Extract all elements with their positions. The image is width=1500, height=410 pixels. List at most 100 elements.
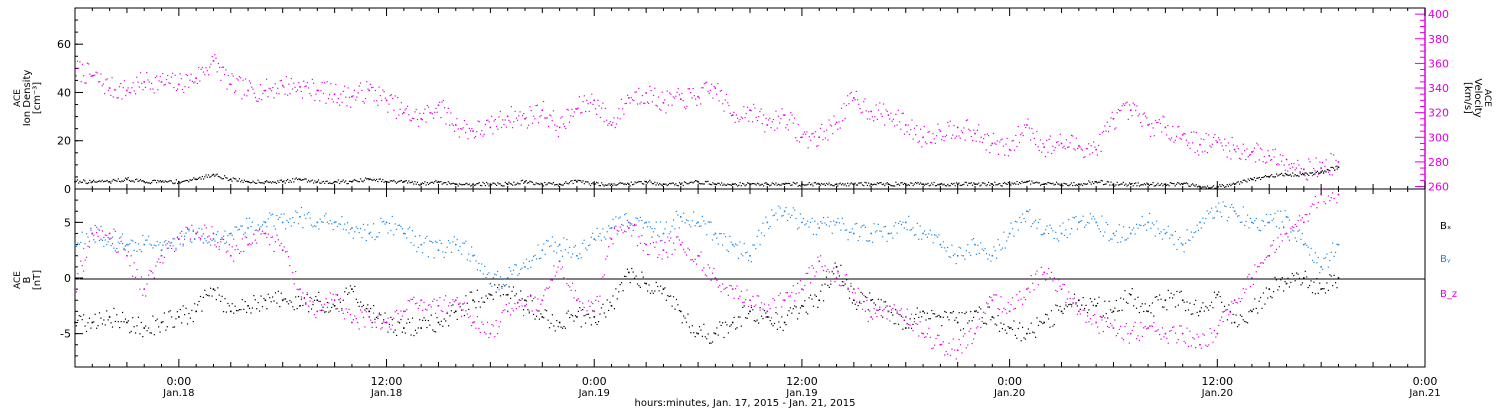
data-point [796,182,798,184]
data-point [506,310,509,313]
data-point [582,101,584,103]
data-point [286,250,288,253]
data-point [325,311,327,313]
axis-label-group: ACE Ion Density [cm⁻³] [13,70,43,127]
data-point [991,299,994,302]
data-point [609,301,611,303]
data-point [179,232,181,234]
data-point [312,303,314,306]
data-point [339,223,341,225]
data-point [315,317,317,319]
data-point [155,265,157,267]
data-point [864,310,866,312]
data-point [739,241,741,243]
data-point [251,307,254,309]
data-point [1327,171,1330,173]
data-point [196,231,199,233]
data-point [146,239,148,241]
data-point [950,137,953,139]
data-point [926,236,929,238]
data-point [853,97,855,99]
data-point [139,72,142,74]
data-point [1084,226,1086,228]
data-point [136,250,138,252]
data-point [90,327,92,329]
data-point [1164,232,1167,235]
data-point [1304,172,1306,174]
data-point [149,269,151,272]
data-point [1166,134,1168,136]
data-point [814,220,816,222]
data-point [1195,347,1197,349]
data-point [601,182,603,184]
data-point [159,261,161,264]
data-point [915,234,917,236]
data-point [1281,221,1283,223]
data-point [1257,227,1259,229]
data-point [1183,301,1185,303]
data-point [96,72,98,74]
data-point [367,224,369,226]
data-point [1010,149,1012,152]
data-point [899,220,901,222]
data-point [544,253,546,255]
data-point [223,175,226,177]
data-point [245,180,247,183]
data-point [137,243,140,245]
data-point [533,183,535,185]
data-point [850,182,852,184]
data-point [461,128,463,130]
data-point [916,125,918,127]
data-point [341,180,343,182]
data-point [194,178,196,180]
data-point [591,183,593,185]
data-point [423,317,425,319]
data-point [202,178,205,180]
data-point [308,179,310,182]
data-point [978,124,980,126]
data-point [336,181,338,183]
data-point [546,287,548,289]
data-point [437,180,440,183]
data-point [880,230,882,232]
data-point [980,326,982,329]
data-point [497,128,499,130]
data-point [1121,236,1123,239]
data-point [311,78,313,80]
axis-label-line: B [22,276,33,283]
data-point [768,304,770,306]
data-point [923,336,926,338]
data-point [1170,292,1172,294]
data-point [279,179,281,181]
data-point [897,222,900,225]
data-point [142,335,144,338]
data-point [1193,303,1195,306]
data-point [102,181,105,183]
data-point [180,181,182,183]
data-point [452,304,454,306]
data-point [1111,184,1113,186]
data-point [566,182,568,185]
data-point [766,221,769,224]
data-point [1079,184,1081,186]
data-point [341,101,343,103]
data-point [1056,238,1058,240]
data-point [935,316,937,318]
data-point [537,244,539,246]
data-point [379,95,381,97]
data-point [762,222,764,224]
data-point [351,321,353,324]
data-point [1223,205,1226,207]
data-point [300,179,302,182]
data-point [720,233,722,235]
data-point [1017,299,1019,301]
data-point [1307,286,1309,289]
data-point [832,133,834,135]
data-point [1181,299,1184,302]
data-point [531,259,533,262]
data-point [446,312,448,315]
data-point [1329,274,1331,276]
data-point [697,254,699,257]
data-point [466,259,468,261]
data-point [563,277,565,279]
